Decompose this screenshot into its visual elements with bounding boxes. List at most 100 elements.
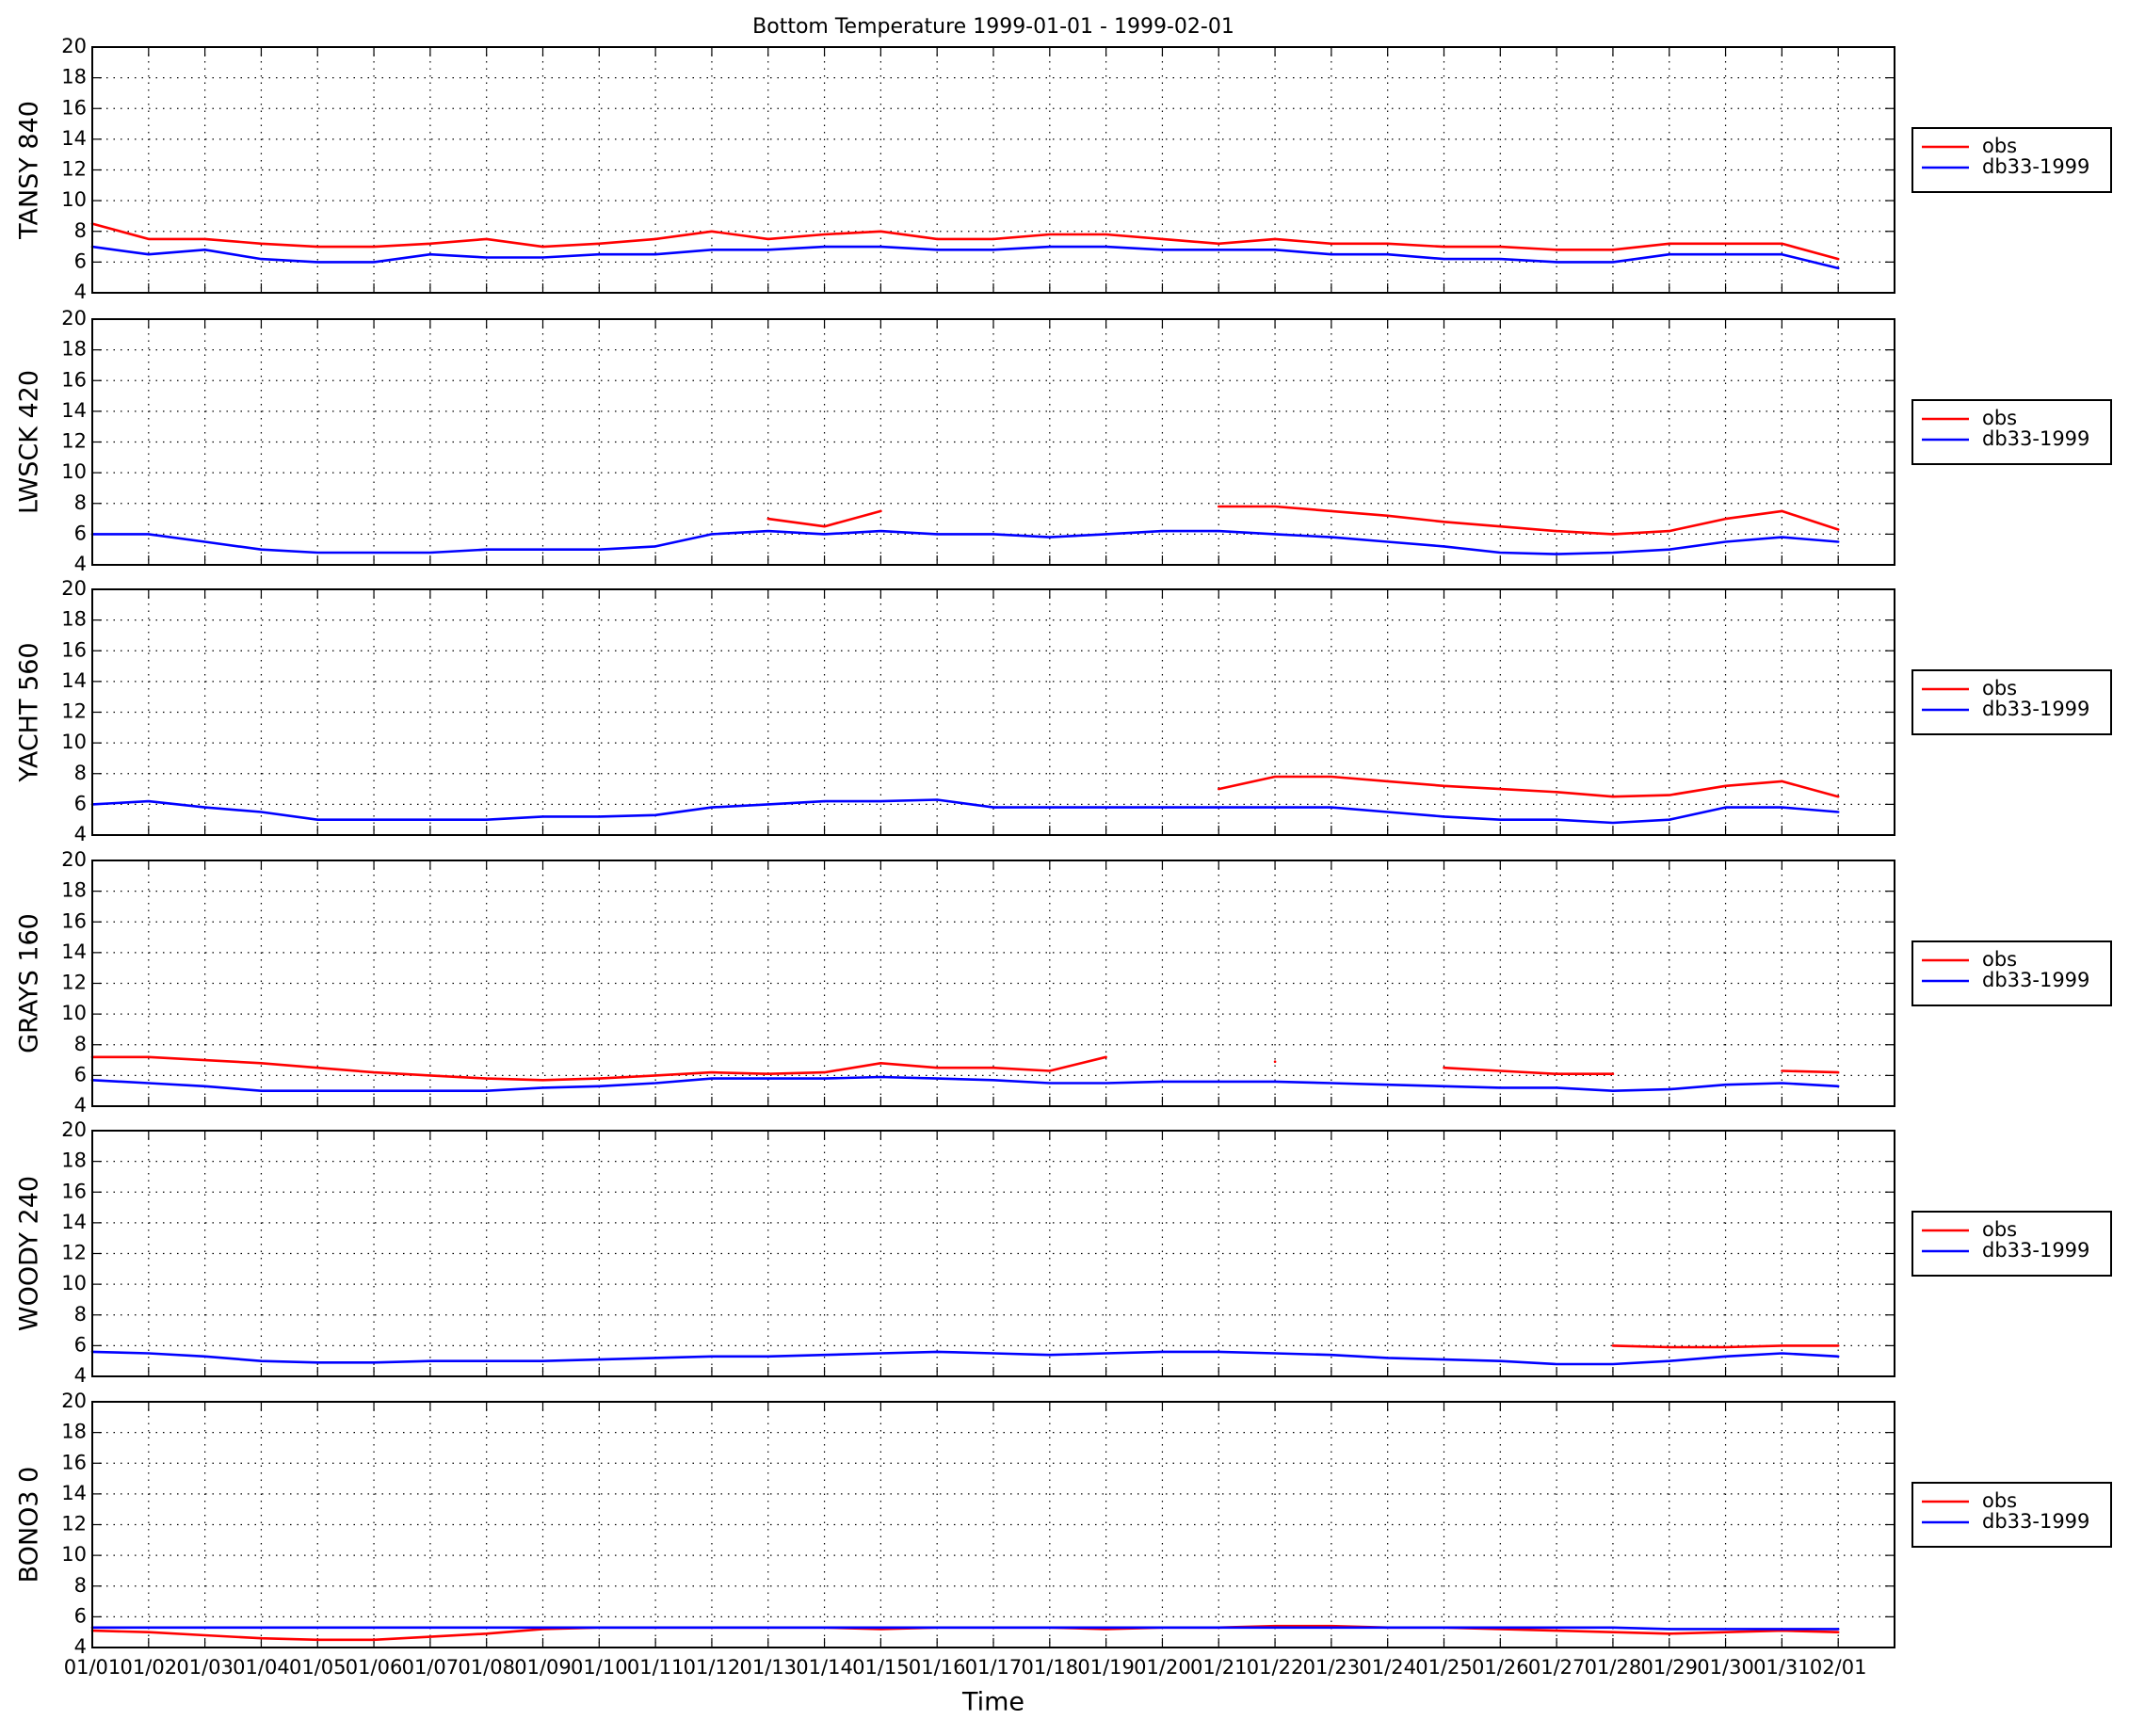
x-tick-label: 01/04 [233,1656,290,1679]
plot-frame [91,588,1895,836]
y-tick-label: 12 [61,158,87,181]
y-axis-label: BONO3 0 [15,1467,44,1583]
y-tick-label: 4 [74,1635,87,1658]
x-tick-label: 01/09 [514,1656,572,1679]
y-tick-label: 8 [74,1033,87,1055]
y-tick-label: 10 [61,1002,87,1024]
y-tick-label: 4 [74,281,87,303]
y-tick-label: 10 [61,188,87,211]
x-tick-label: 01/10 [571,1656,628,1679]
y-tick-label: 14 [61,669,87,692]
y-tick-label: 16 [61,368,87,391]
legend-label: db33-1999 [1982,698,2089,720]
y-tick-label: 8 [74,762,87,784]
legend-label: db33-1999 [1982,427,2089,450]
plot-frame [91,860,1895,1107]
y-tick-label: 12 [61,972,87,994]
y-axis-label: TANSY 840 [15,101,44,240]
y-tick-label: 8 [74,491,87,514]
line-series [90,245,1840,270]
line-series [766,505,1840,536]
legend-box [1911,940,2112,1006]
y-tick-label: 10 [61,1272,87,1294]
y-tick-label: 10 [61,731,87,753]
y-tick-label: 18 [61,338,87,361]
y-tick-label: 18 [61,66,87,88]
x-tick-label: 01/17 [965,1656,1023,1679]
y-tick-label: 6 [74,249,87,272]
legend-box [1911,1482,2112,1548]
y-tick-label: 16 [61,1180,87,1202]
x-tick-label: 01/29 [1640,1656,1698,1679]
x-tick-label: 01/16 [909,1656,966,1679]
legend-box [1911,399,2112,465]
plot-frame [91,1401,1895,1648]
x-tick-label: 01/20 [1134,1656,1191,1679]
legend-label: obs [1982,135,2017,157]
y-tick-label: 18 [61,1149,87,1172]
y-tick-label: 12 [61,1242,87,1264]
legend-label: obs [1982,1489,2017,1512]
x-tick-label: 01/26 [1472,1656,1529,1679]
y-tick-label: 18 [61,608,87,631]
x-tick-label: 01/13 [739,1656,797,1679]
x-tick-label: 01/28 [1585,1656,1642,1679]
line-series [1611,1344,1840,1349]
line-series [90,1626,1840,1631]
legend-label: db33-1999 [1982,1239,2089,1262]
x-tick-label: 01/05 [289,1656,347,1679]
legend-box [1911,1211,2112,1277]
y-tick-label: 12 [61,1513,87,1535]
y-tick-label: 20 [61,307,87,330]
x-tick-label: 01/19 [1077,1656,1135,1679]
plot-frame [91,318,1895,566]
chart-title: Bottom Temperature 1999-01-01 - 1999-02-… [752,15,1234,39]
plot-frame [91,46,1895,294]
y-tick-label: 18 [61,879,87,902]
x-tick-label: 01/06 [346,1656,403,1679]
x-tick-label: 01/01 [64,1656,121,1679]
x-tick-label: 01/15 [852,1656,910,1679]
y-tick-label: 18 [61,1421,87,1443]
x-tick-label: 01/03 [176,1656,234,1679]
y-tick-label: 6 [74,522,87,544]
x-tick-label: 01/31 [1753,1656,1811,1679]
y-tick-label: 8 [74,1574,87,1597]
x-tick-label: 01/02 [121,1656,178,1679]
line-series [90,222,1840,261]
y-tick-label: 20 [61,1118,87,1141]
y-tick-label: 16 [61,909,87,932]
y-axis-label: YACHT 560 [15,642,44,782]
y-axis-label: GRAYS 160 [15,913,44,1053]
y-tick-label: 20 [61,848,87,871]
y-tick-label: 6 [74,1604,87,1627]
x-tick-label: 01/22 [1247,1656,1304,1679]
line-series [90,529,1840,555]
y-tick-label: 14 [61,940,87,963]
legend-label: db33-1999 [1982,1510,2089,1533]
y-tick-label: 6 [74,1333,87,1356]
line-series [90,1075,1840,1092]
line-series [90,1350,1840,1366]
y-axis-label: WOODY 240 [15,1176,44,1331]
legend-label: db33-1999 [1982,969,2089,991]
line-series [90,1055,1840,1082]
y-tick-label: 20 [61,577,87,600]
legend-box [1911,127,2112,193]
y-tick-label: 10 [61,1543,87,1566]
y-tick-label: 6 [74,1063,87,1085]
y-tick-label: 10 [61,460,87,483]
x-tick-label: 01/08 [458,1656,515,1679]
y-tick-label: 8 [74,1303,87,1326]
line-series [90,798,1840,825]
y-tick-label: 14 [61,1482,87,1504]
y-tick-label: 16 [61,638,87,661]
legend-box [1911,669,2112,735]
y-tick-label: 14 [61,127,87,150]
y-tick-label: 14 [61,1211,87,1233]
legend-label: obs [1982,948,2017,971]
x-tick-label: 01/25 [1415,1656,1473,1679]
x-tick-label: 01/14 [796,1656,853,1679]
legend-label: obs [1982,1218,2017,1241]
y-tick-label: 6 [74,792,87,814]
